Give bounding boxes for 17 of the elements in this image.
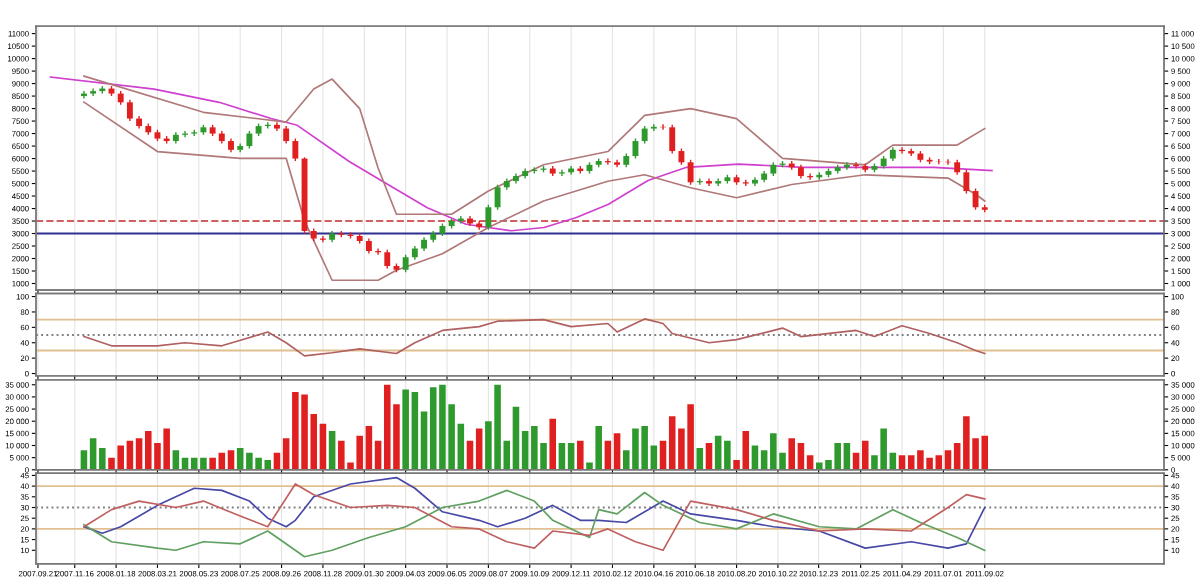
bar xyxy=(577,440,584,470)
candlestick xyxy=(669,124,676,155)
candlestick xyxy=(494,184,501,211)
candlestick xyxy=(126,99,133,122)
line-series xyxy=(83,318,986,357)
candlestick xyxy=(650,123,657,132)
bar xyxy=(861,440,869,470)
candlestick xyxy=(292,137,299,162)
candlestick xyxy=(687,159,694,186)
candlestick xyxy=(384,249,391,270)
bar xyxy=(475,428,483,470)
bar xyxy=(613,433,621,470)
candlestick xyxy=(972,187,979,211)
bar xyxy=(549,418,557,470)
candlestick xyxy=(485,204,492,231)
candlestick xyxy=(963,169,970,195)
line-series xyxy=(83,101,986,282)
